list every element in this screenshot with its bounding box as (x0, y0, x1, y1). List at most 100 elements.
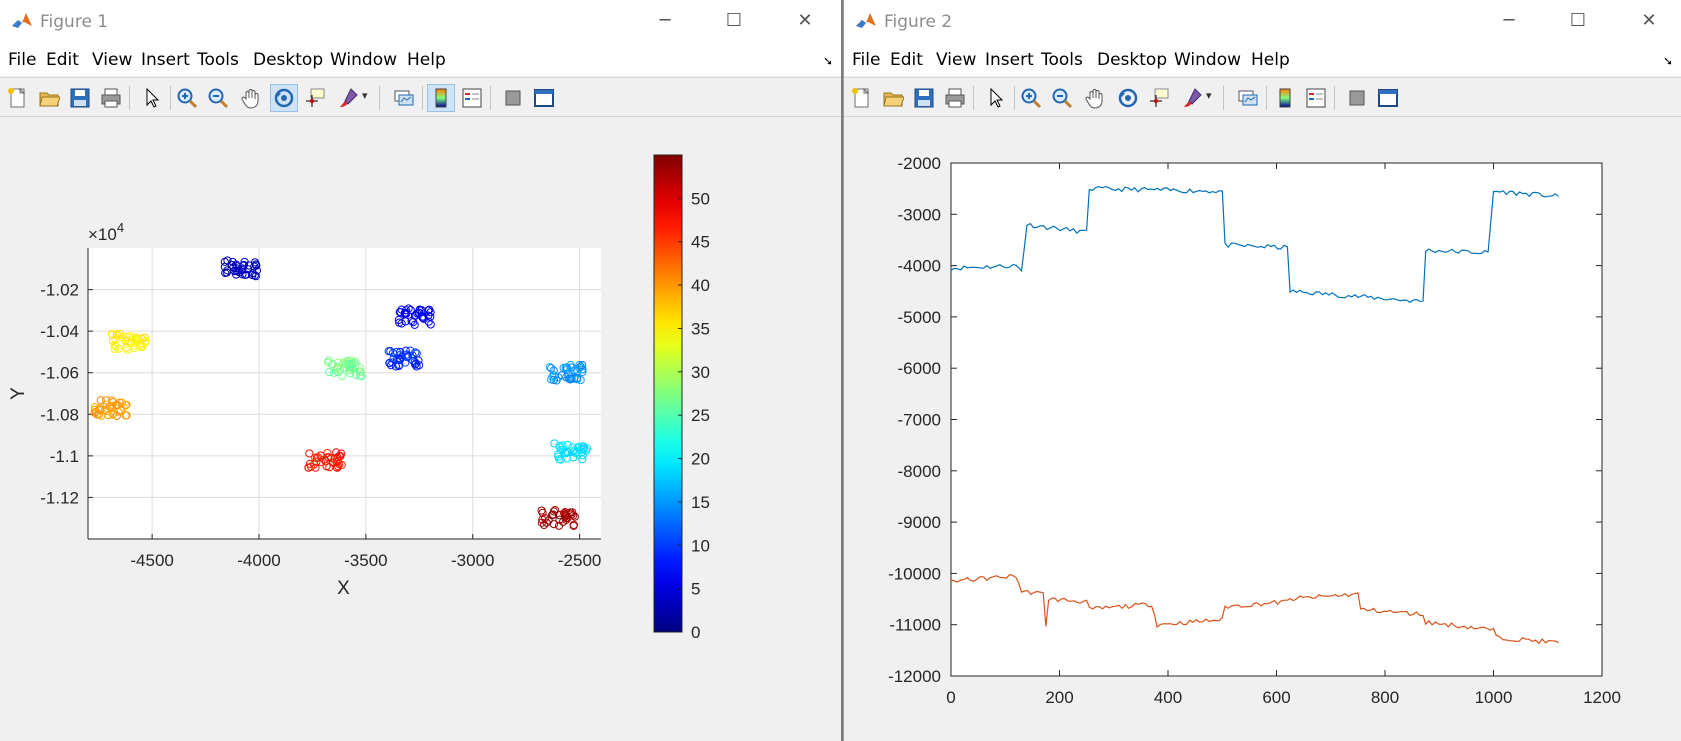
rotate-3d-button[interactable] (1114, 84, 1142, 112)
scatter-point (107, 329, 117, 339)
scatter-point (238, 270, 247, 279)
zoom-out-button[interactable] (204, 84, 232, 112)
pan-hand-button[interactable] (237, 84, 265, 112)
colorbar-tick-label: 20 (691, 450, 710, 469)
scatter-point (411, 311, 420, 320)
y-tick-label: -3000 (898, 205, 941, 224)
scatter-point (305, 449, 314, 458)
zoom-in-button[interactable] (173, 84, 201, 112)
scatter-point (557, 371, 566, 380)
link-plot-button[interactable] (390, 84, 418, 112)
x-tick-label: -2500 (558, 551, 601, 570)
pointer-button[interactable] (982, 84, 1010, 112)
maximize-button[interactable]: ☐ (1569, 10, 1587, 31)
scatter-point (123, 345, 132, 354)
scatter-point (252, 266, 262, 275)
scatter-point (122, 332, 131, 342)
pan-hand-button[interactable] (1081, 84, 1109, 112)
scatter-point (579, 442, 588, 451)
menu-view[interactable]: View (92, 50, 133, 70)
maximize-button[interactable]: ☐ (725, 10, 743, 31)
data-cursor-button[interactable] (301, 84, 329, 112)
legend-button[interactable] (458, 84, 486, 112)
menu-desktop[interactable]: Desktop (253, 50, 324, 70)
print-icon (945, 88, 965, 108)
new-figure-button[interactable] (4, 84, 32, 112)
scatter-point (569, 511, 578, 520)
menu-file[interactable]: File (852, 50, 881, 70)
scatter-point (344, 360, 353, 369)
menu-insert[interactable]: Insert (141, 50, 190, 70)
pan-hand-icon (1085, 89, 1103, 109)
minimize-button[interactable]: ─ (1503, 10, 1515, 31)
open-file-button[interactable] (879, 84, 907, 112)
y-exponent-label: ×104 (88, 220, 124, 244)
data-cursor-button[interactable] (1145, 84, 1173, 112)
dock-arrow-icon[interactable]: ➘ (822, 54, 833, 68)
colorbar-button[interactable] (427, 84, 455, 112)
menu-help[interactable]: Help (407, 50, 446, 70)
close-button[interactable]: ✕ (1641, 10, 1657, 31)
figure2-line-plot[interactable]: 0 200 400 600 800 1000 1200 -2000 -3000 -4000 -500… (844, 118, 1681, 741)
brush-button[interactable] (1178, 84, 1206, 112)
scatter-point (539, 520, 549, 530)
show-plot-tools-button[interactable] (530, 84, 558, 112)
open-file-button[interactable] (35, 84, 63, 112)
print-button[interactable] (941, 84, 969, 112)
hide-plot-tools-button[interactable] (1343, 84, 1371, 112)
scatter-point (122, 411, 131, 420)
zoom-out-button[interactable] (1048, 84, 1076, 112)
figure1-scatter-plot[interactable]: -4500 -4000 -3500 -3000 -2500 -1.02 -1.04 -1.06… (0, 118, 841, 741)
legend-button[interactable] (1302, 84, 1330, 112)
menu-edit[interactable]: Edit (46, 50, 79, 70)
figure2-titlebar: Figure 2 ─ ☐ ✕ (844, 0, 1681, 42)
close-button[interactable]: ✕ (797, 10, 813, 31)
menu-tools[interactable]: Tools (1041, 50, 1083, 70)
minimize-button[interactable]: ─ (659, 10, 671, 31)
rotate-3d-button[interactable] (270, 84, 298, 112)
new-figure-button[interactable] (848, 84, 876, 112)
brush-dropdown-icon[interactable]: ▾ (362, 90, 368, 102)
save-button[interactable] (66, 84, 94, 112)
link-plot-button[interactable] (1234, 84, 1262, 112)
colorbar-tick-label: 10 (691, 536, 710, 555)
x-tick-label: -3000 (451, 551, 494, 570)
scatter-point (395, 355, 405, 365)
show-plot-tools-button[interactable] (1374, 84, 1402, 112)
hide-plot-tools-button[interactable] (499, 84, 527, 112)
print-button[interactable] (97, 84, 125, 112)
menu-tools[interactable]: Tools (197, 50, 239, 70)
scatter-point (400, 308, 409, 317)
menu-window[interactable]: Window (330, 50, 398, 70)
scatter-point (355, 363, 364, 372)
pointer-button[interactable] (138, 84, 166, 112)
scatter-point (115, 398, 124, 407)
scatter-point (566, 360, 575, 370)
menu-window[interactable]: Window (1174, 50, 1242, 70)
scatter-point (549, 510, 558, 519)
brush-dropdown-icon[interactable]: ▾ (1206, 90, 1212, 102)
dock-arrow-icon[interactable]: ➘ (1662, 54, 1673, 68)
save-icon (914, 88, 934, 108)
figure1-menubar: ➘ File Edit View Insert Tools Desktop Window He… (0, 42, 841, 76)
pointer-icon (990, 87, 1004, 108)
menu-desktop[interactable]: Desktop (1097, 50, 1168, 70)
menu-view[interactable]: View (936, 50, 977, 70)
colorbar[interactable] (653, 154, 683, 633)
y-tick-label: -1.02 (40, 281, 79, 300)
scatter-point (545, 363, 554, 372)
menu-edit[interactable]: Edit (890, 50, 923, 70)
window-splitter (841, 0, 844, 741)
save-button[interactable] (910, 84, 938, 112)
y-tick-label: -1.12 (40, 488, 79, 507)
brush-button[interactable] (334, 84, 362, 112)
zoom-in-button[interactable] (1017, 84, 1045, 112)
figure2-toolbar: ▾ (844, 77, 1681, 117)
scatter-point (562, 454, 571, 463)
menu-file[interactable]: File (8, 50, 37, 70)
menu-help[interactable]: Help (1251, 50, 1290, 70)
colorbar-button[interactable] (1271, 84, 1299, 112)
pan-hand-icon (241, 89, 259, 109)
menu-insert[interactable]: Insert (985, 50, 1034, 70)
axes-background (88, 248, 601, 539)
